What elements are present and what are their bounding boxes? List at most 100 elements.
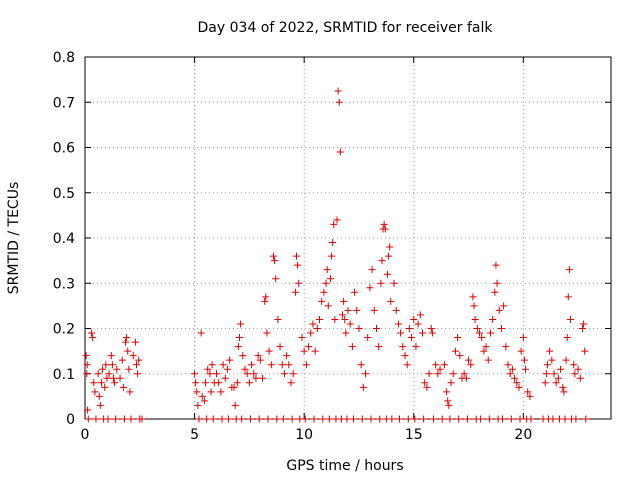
data-point-marker [329, 239, 337, 247]
data-point-marker [467, 361, 475, 369]
data-point-marker [113, 365, 121, 373]
data-point-marker [219, 361, 227, 369]
data-point-marker [493, 279, 501, 287]
data-point-marker [274, 315, 282, 323]
data-point-marker [456, 352, 464, 360]
data-point-marker [103, 374, 111, 382]
data-point-marker [239, 352, 247, 360]
data-point-marker [394, 320, 402, 328]
data-point-marker [264, 415, 272, 423]
y-tick-label: 0.5 [53, 186, 75, 202]
data-point-marker [511, 374, 519, 382]
data-point-marker [237, 320, 245, 328]
data-point-marker [508, 365, 516, 373]
data-point-marker [336, 148, 344, 156]
data-point-marker [198, 392, 206, 400]
data-point-marker [385, 252, 393, 260]
data-point-marker [358, 415, 366, 423]
data-point-marker [320, 288, 328, 296]
data-point-marker [116, 374, 124, 382]
data-point-marker [562, 356, 570, 364]
data-point-marker [504, 361, 512, 369]
data-point-marker [506, 370, 514, 378]
data-point-marker [485, 415, 493, 423]
data-point-marker [245, 379, 253, 387]
data-point-marker [84, 406, 92, 414]
data-point-marker [421, 379, 429, 387]
data-point-marker [390, 279, 398, 287]
y-tick-label: 0.8 [53, 50, 75, 66]
data-point-marker [428, 329, 436, 337]
data-point-marker [559, 383, 567, 391]
data-point-marker [351, 288, 359, 296]
data-point-marker [118, 356, 126, 364]
data-point-marker [557, 365, 565, 373]
data-point-marker [339, 311, 347, 319]
data-point-marker [207, 388, 215, 396]
data-point-marker [127, 415, 135, 423]
data-point-marker [267, 361, 275, 369]
data-point-marker [499, 415, 507, 423]
data-point-marker [334, 87, 342, 95]
data-point-marker [291, 288, 299, 296]
data-point-marker [580, 320, 588, 328]
y-tick-label: 0.2 [53, 322, 75, 338]
data-point-marker [515, 383, 523, 391]
data-point-marker [526, 392, 534, 400]
data-point-marker [423, 383, 431, 391]
data-point-marker [301, 415, 309, 423]
data-point-marker [438, 415, 446, 423]
y-tick-label: 0.3 [53, 276, 75, 292]
data-point-marker [543, 361, 551, 369]
data-point-marker [289, 370, 297, 378]
data-point-marker [563, 334, 571, 342]
data-point-marker [269, 252, 277, 260]
data-point-marker [96, 401, 104, 409]
data-point-marker [217, 388, 225, 396]
data-point-marker [234, 343, 242, 351]
data-point-marker [265, 347, 273, 355]
data-point-marker [88, 329, 96, 337]
x-tick-label: 5 [190, 427, 199, 443]
data-point-marker [97, 379, 105, 387]
data-point-marker [221, 374, 229, 382]
data-point-marker [276, 343, 284, 351]
data-point-marker [236, 334, 244, 342]
data-point-marker [411, 415, 419, 423]
data-point-marker [273, 415, 281, 423]
data-point-marker [401, 352, 409, 360]
data-point-marker [349, 415, 357, 423]
data-point-marker [517, 347, 525, 355]
data-point-marker [522, 365, 530, 373]
data-point-marker [126, 388, 134, 396]
data-point-marker [112, 415, 120, 423]
data-point-marker [120, 415, 128, 423]
data-point-marker [292, 252, 300, 260]
data-point-marker [516, 415, 524, 423]
data-point-marker [233, 379, 241, 387]
data-point-marker [370, 306, 378, 314]
data-point-marker [108, 361, 116, 369]
data-point-marker [109, 374, 117, 382]
data-point-marker [99, 365, 107, 373]
data-point-marker [305, 343, 313, 351]
data-point-marker [507, 415, 515, 423]
data-point-marker [541, 379, 549, 387]
data-point-marker [204, 365, 212, 373]
data-point-marker [294, 261, 302, 269]
data-point-marker [572, 415, 580, 423]
data-point-marker [259, 374, 267, 382]
data-point-marker [497, 325, 505, 332]
data-point-marker [574, 365, 582, 373]
data-point-marker [343, 415, 351, 423]
data-point-marker [133, 361, 141, 369]
data-point-marker [134, 370, 142, 378]
data-point-marker [565, 266, 573, 274]
data-point-marker [254, 352, 262, 360]
data-point-marker [364, 334, 372, 342]
data-point-marker [476, 329, 483, 337]
data-point-marker [471, 315, 479, 323]
data-point-marker [197, 329, 205, 337]
data-point-marker [122, 338, 130, 346]
data-point-marker [368, 266, 376, 274]
